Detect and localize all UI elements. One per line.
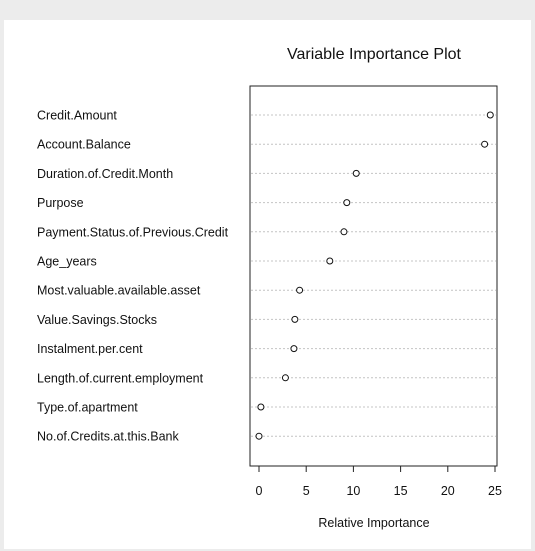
category-label: Most.valuable.available.asset [37, 284, 201, 298]
data-point [343, 199, 351, 207]
data-point [255, 432, 263, 440]
data-point [326, 257, 334, 265]
category-label: Length.of.current.employment [37, 371, 204, 385]
category-label: No.of.Credits.at.this.Bank [37, 430, 179, 444]
category-label: Value.Savings.Stocks [37, 313, 157, 327]
data-point [291, 315, 299, 323]
grid-lines [251, 114, 496, 437]
category-labels: Credit.Amount Account.Balance Duration.of.… [37, 109, 229, 444]
data-points [255, 111, 494, 440]
x-tick-label: 10 [346, 484, 360, 498]
data-point [296, 286, 304, 294]
category-label: Type.of.apartment [37, 401, 138, 415]
category-label: Payment.Status.of.Previous.Credit [37, 225, 229, 239]
data-point [257, 403, 265, 411]
data-point [281, 374, 289, 382]
plot-frame [249, 85, 498, 467]
chart-title: Variable Importance Plot [287, 46, 462, 63]
x-tick-label: 15 [394, 484, 408, 498]
data-point [290, 345, 298, 353]
data-point [340, 228, 348, 236]
x-tick-label: 5 [303, 484, 310, 498]
category-label: Instalment.per.cent [37, 342, 143, 356]
category-label: Purpose [37, 196, 84, 210]
x-tick-label: 25 [488, 484, 502, 498]
data-point [352, 169, 360, 177]
data-point [486, 111, 494, 119]
x-axis-label: Relative Importance [318, 516, 429, 530]
category-label: Credit.Amount [37, 109, 117, 123]
category-label: Duration.of.Credit.Month [37, 167, 173, 181]
x-axis: 0 5 10 15 20 25 [256, 465, 502, 498]
category-label: Account.Balance [37, 138, 131, 152]
x-tick-label: 0 [256, 484, 263, 498]
chart-panel [4, 20, 531, 549]
data-point [481, 140, 489, 148]
x-tick-label: 20 [441, 484, 455, 498]
category-label: Age_years [37, 255, 97, 269]
